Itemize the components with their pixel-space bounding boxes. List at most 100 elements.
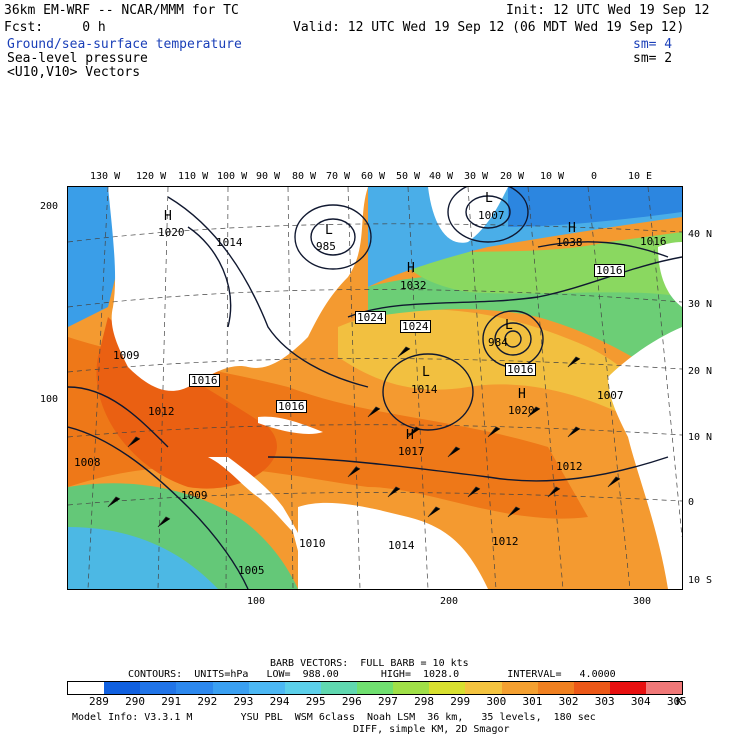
sst-colorbar [67,681,683,695]
colorbar-swatch [68,682,105,694]
pressure-center-value: 1020 [158,226,185,239]
pressure-center-value: 984 [488,336,508,349]
lon-label: 0 [591,171,598,182]
lon-label: 70 W [326,171,351,182]
colorbar-tick: 298 [414,695,434,708]
land-africa [608,327,682,589]
pressure-center-symbol: L [422,365,430,380]
pressure-center-symbol: H [164,209,172,224]
colorbar-swatch [609,682,646,694]
grid-label-bottom: 300 [633,596,652,607]
contour-label: 1024 [400,320,431,333]
colorbar-swatch [501,682,538,694]
colorbar-tick: 301 [522,695,543,708]
pressure-center-value: 1014 [411,383,438,396]
land-south-america [298,502,488,589]
sst-mild-band-north [408,232,682,297]
pressure-center-symbol: L [505,318,513,333]
lon-label: 30 W [464,171,489,182]
contour-label: 1012 [556,460,583,473]
colorbar-tick: 304 [630,695,651,708]
lat-label: 10 N [688,432,713,443]
model-info: Model Info: V3.3.1 M YSU PBL WSM 6class … [72,712,596,723]
pressure-center-symbol: H [406,428,414,443]
contour-label: 1008 [74,456,101,469]
colorbar-tick: 291 [161,695,182,708]
colorbar-swatch [573,682,610,694]
colorbar-tick: 295 [305,695,326,708]
lon-label: 100 W [217,171,248,182]
lon-label: 20 W [500,171,525,182]
colorbar-tick: 292 [197,695,218,708]
wind-barbs [107,346,621,528]
lat-label: 0 [688,497,695,508]
pressure-center-value: 1038 [556,236,583,249]
lat-label: 20 N [688,366,713,377]
lon-label: 40 W [429,171,454,182]
contour-label: 1009 [113,349,140,362]
field-sst-sm: sm= 4 [633,37,673,52]
colorbar-tick: 297 [378,695,398,708]
field-slp-sm: sm= 2 [633,51,673,66]
barb-vectors-note: BARB VECTORS: FULL BARB = 10 kts [270,658,469,669]
pressure-center-value: 1020 [508,404,535,417]
colorbar-tick: 305 [666,695,687,708]
colorbar-swatch [465,682,502,694]
contour-label: 1016 [189,374,220,387]
pressure-center-value: 1032 [400,279,427,292]
colorbar-tick: 303 [594,695,615,708]
colorbar-tick: 302 [558,695,579,708]
pressure-center-symbol: H [568,221,576,236]
lon-label: 120 W [136,171,167,182]
colorbar-swatch [212,682,249,694]
contour-label: 1009 [181,489,208,502]
sst-warm-band [338,309,636,417]
contour-label: 1014 [216,236,243,249]
contour-label: 1016 [594,264,625,277]
contours-summary: CONTOURS: UNITS=hPa LOW= 988.00 HIGH= 10… [128,669,616,680]
pressure-contours [68,187,682,589]
map-canvas [68,187,682,589]
lon-label: 130 W [90,171,121,182]
colorbar-tick: 290 [125,695,146,708]
colorbar-swatch [357,682,394,694]
sst-cold-ne [508,187,682,227]
lat-label: 30 N [688,299,713,310]
colorbar-swatch [140,682,177,694]
pressure-center-symbol: L [325,223,333,238]
contour-label: 1010 [299,537,326,550]
colorbar-swatch [646,682,683,694]
colorbar-tick: 293 [233,695,254,708]
sst-pacific-cold [68,527,218,589]
contour-label: 1014 [388,539,415,552]
colorbar-swatch [104,682,141,694]
lat-lon-grid [68,187,682,589]
contour-label: 1005 [238,564,265,577]
pressure-center-symbol: L [485,191,493,206]
colorbar-tick: 294 [269,695,290,708]
colorbar-swatch [176,682,213,694]
colorbar-swatch [284,682,321,694]
lon-label: 110 W [178,171,209,182]
pressure-center-value: 985 [316,240,336,253]
contour-label: 1007 [597,389,624,402]
contour-label: 1016 [276,400,307,413]
model-title: 36km EM-WRF -- NCAR/MMM for TC [4,3,239,18]
colorbar-tick: 289 [89,695,109,708]
lon-label: 80 W [292,171,317,182]
forecast-hour: Fcst: 0 h [4,20,106,35]
lon-label: 10 W [540,171,565,182]
colorbar-unit: K [676,695,683,708]
lon-label: 50 W [396,171,421,182]
contour-label: 1012 [148,405,175,418]
land-greenland [428,187,508,243]
weather-map: H 1020 L 985 L 1007 H 1032 H 1038 L 984 … [67,186,683,590]
init-time: Init: 12 UTC Wed 19 Sep 12 [506,3,710,18]
lat-label: 10 S [688,575,713,586]
colorbar-tick: 299 [450,695,471,708]
land-cuba [258,416,323,434]
colorbar-swatch [320,682,357,694]
contour-label: 1024 [355,311,386,324]
contour-label: 1012 [492,535,519,548]
pressure-center-symbol: H [407,261,415,276]
